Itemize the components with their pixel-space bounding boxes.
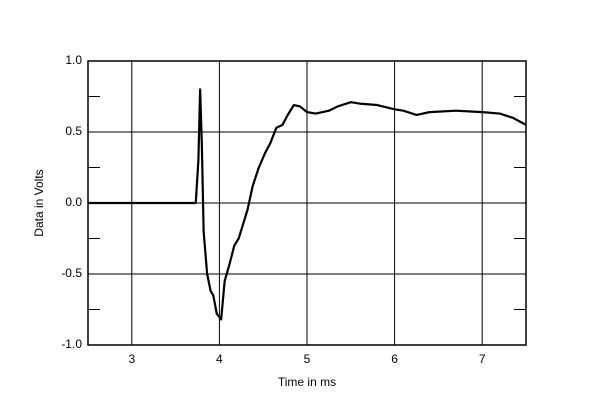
data-line xyxy=(88,88,527,321)
y-tick-label: 1.0 xyxy=(65,53,82,67)
y-tick-label: -0.5 xyxy=(61,266,82,280)
x-tick-label: 6 xyxy=(391,352,398,366)
x-tick-label: 5 xyxy=(304,352,311,366)
y-axis-label: Data in Volts xyxy=(32,169,46,236)
y-tick-label: 0.0 xyxy=(65,195,82,209)
y-tick-label: -1.0 xyxy=(61,337,82,351)
y-tick-label: 0.5 xyxy=(65,124,82,138)
x-tick-label: 4 xyxy=(216,352,223,366)
x-tick-label: 7 xyxy=(479,352,486,366)
x-axis-label: Time in ms xyxy=(278,375,336,389)
x-tick-label: 3 xyxy=(128,352,135,366)
